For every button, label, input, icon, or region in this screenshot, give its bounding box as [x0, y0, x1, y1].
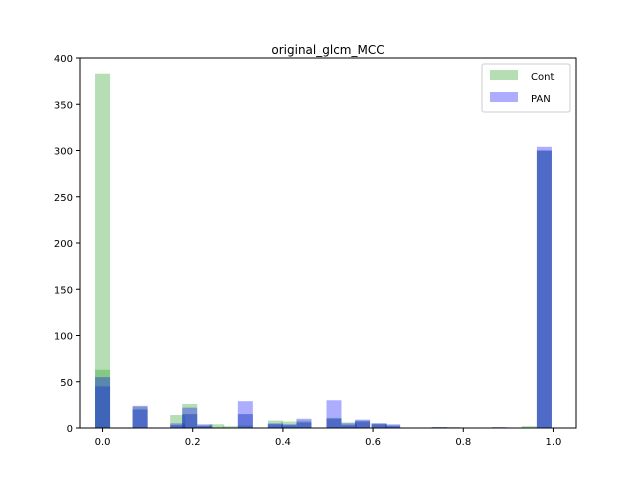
- bar-overlap: [197, 426, 213, 428]
- x-tick-label: 0.6: [365, 437, 381, 448]
- x-axis: 0.0 0.2 0.4 0.6 0.8 1.0: [95, 428, 562, 448]
- y-tick-label: 250: [54, 193, 73, 204]
- legend-label-pan: PAN: [531, 94, 551, 105]
- bar-cont: [222, 426, 238, 428]
- bar-overlap: [341, 425, 357, 428]
- x-tick-label: 0.8: [455, 437, 471, 448]
- bar-overlap: [237, 414, 253, 428]
- bar-overlap: [170, 425, 186, 428]
- legend: Cont PAN: [481, 63, 571, 113]
- y-tick-label: 100: [54, 332, 73, 343]
- legend-label-cont: Cont: [531, 72, 554, 83]
- x-tick-label: 0.2: [185, 437, 201, 448]
- y-tick-label: 400: [54, 54, 73, 65]
- plot-frame: [79, 57, 577, 429]
- bar-overlap: [536, 150, 552, 428]
- bar-cont: [281, 421, 297, 428]
- bar-overlap: [267, 424, 283, 428]
- bar-overlap: [296, 422, 312, 428]
- bar-overlap: [95, 386, 111, 428]
- legend-box: [481, 63, 571, 113]
- y-tick-label: 50: [60, 378, 73, 389]
- bar-overlap: [132, 409, 148, 428]
- y-tick-label: 0: [67, 424, 73, 435]
- y-axis: 0 50 100 150 200 250 300 350 400: [54, 54, 80, 435]
- x-tick-label: 0.4: [275, 437, 291, 448]
- y-tick-label: 150: [54, 285, 73, 296]
- bar-overlap: [281, 425, 297, 428]
- legend-swatch-pan: [490, 92, 518, 102]
- series-pan-bars: [95, 146, 552, 429]
- bar-overlap: [385, 426, 401, 428]
- overlap-bars: [95, 150, 552, 428]
- y-tick-label: 200: [54, 239, 73, 250]
- bar-overlap: [371, 424, 387, 428]
- y-tick-label: 300: [54, 147, 73, 158]
- bar-cont: [521, 426, 537, 428]
- bar-overlap: [326, 418, 342, 428]
- chart-title: original_glcm_MCC: [271, 43, 384, 57]
- bar-cont: [95, 73, 111, 428]
- bar-overlap: [355, 421, 371, 428]
- series-cont-bars: [95, 73, 552, 428]
- x-tick-label: 1.0: [546, 437, 562, 448]
- legend-swatch-cont: [490, 70, 518, 80]
- bar-overlap: [182, 414, 198, 428]
- y-tick-label: 350: [54, 100, 73, 111]
- x-tick-label: 0.0: [95, 437, 111, 448]
- bar-cont: [170, 415, 186, 428]
- bar-cont: [209, 424, 225, 428]
